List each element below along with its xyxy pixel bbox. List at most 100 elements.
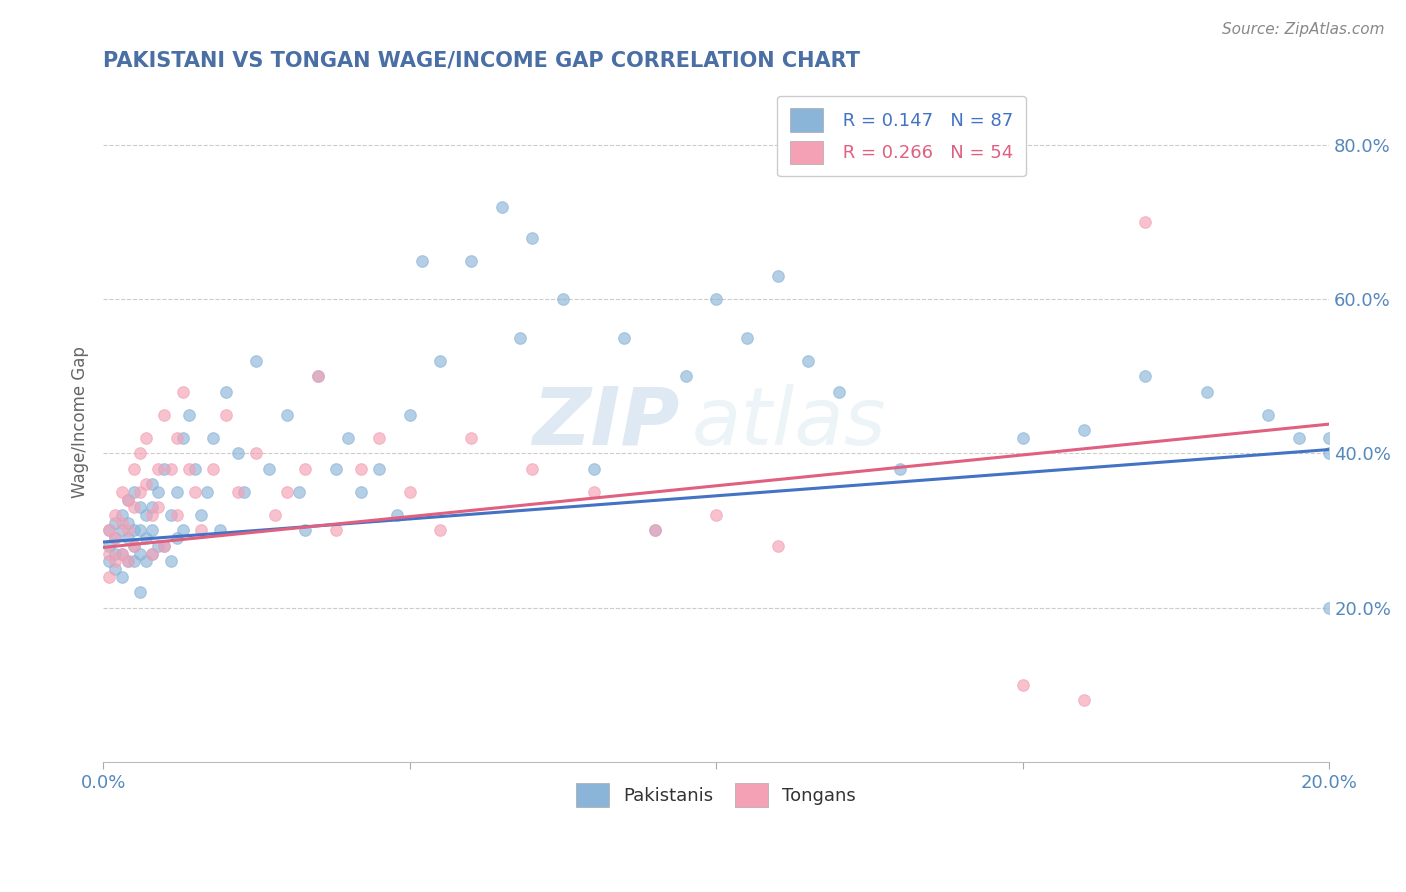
Point	[226, 446, 249, 460]
Point	[141, 547, 163, 561]
Point	[104, 516, 127, 530]
Point	[122, 539, 145, 553]
Point	[98, 524, 121, 538]
Point	[153, 462, 176, 476]
Point	[129, 500, 152, 515]
Point	[1011, 678, 1033, 692]
Point	[551, 292, 574, 306]
Point	[153, 408, 176, 422]
Point	[159, 508, 181, 522]
Point	[215, 384, 238, 399]
Point	[1011, 431, 1033, 445]
Point	[368, 431, 391, 445]
Point	[117, 524, 139, 538]
Point	[122, 462, 145, 476]
Point	[202, 431, 225, 445]
Point	[135, 477, 157, 491]
Point	[766, 539, 789, 553]
Point	[98, 570, 121, 584]
Point	[117, 492, 139, 507]
Point	[184, 485, 207, 500]
Point	[104, 562, 127, 576]
Point	[153, 539, 176, 553]
Point	[110, 516, 132, 530]
Point	[141, 508, 163, 522]
Point	[135, 554, 157, 568]
Point	[337, 431, 360, 445]
Point	[117, 531, 139, 545]
Point	[110, 485, 132, 500]
Point	[1073, 423, 1095, 437]
Point	[110, 570, 132, 584]
Point	[104, 531, 127, 545]
Point	[1317, 431, 1340, 445]
Text: atlas: atlas	[692, 384, 886, 461]
Point	[704, 508, 727, 522]
Point	[172, 431, 194, 445]
Point	[233, 485, 256, 500]
Point	[190, 508, 212, 522]
Point	[460, 253, 482, 268]
Point	[644, 524, 666, 538]
Point	[766, 269, 789, 284]
Point	[1257, 408, 1279, 422]
Point	[1135, 215, 1157, 229]
Point	[166, 531, 188, 545]
Point	[129, 585, 152, 599]
Point	[307, 369, 329, 384]
Point	[159, 554, 181, 568]
Point	[1317, 446, 1340, 460]
Point	[1073, 693, 1095, 707]
Point	[129, 524, 152, 538]
Point	[117, 492, 139, 507]
Point	[172, 524, 194, 538]
Text: ZIP: ZIP	[531, 384, 679, 461]
Point	[148, 485, 170, 500]
Point	[215, 408, 238, 422]
Point	[245, 446, 267, 460]
Point	[276, 485, 298, 500]
Point	[141, 547, 163, 561]
Point	[141, 500, 163, 515]
Point	[117, 554, 139, 568]
Point	[1317, 600, 1340, 615]
Point	[122, 485, 145, 500]
Point	[349, 462, 371, 476]
Point	[104, 531, 127, 545]
Point	[135, 531, 157, 545]
Point	[387, 508, 409, 522]
Point	[1288, 431, 1310, 445]
Point	[1195, 384, 1218, 399]
Point	[110, 547, 132, 561]
Point	[294, 524, 316, 538]
Point	[141, 477, 163, 491]
Point	[429, 354, 451, 368]
Text: PAKISTANI VS TONGAN WAGE/INCOME GAP CORRELATION CHART: PAKISTANI VS TONGAN WAGE/INCOME GAP CORR…	[103, 51, 860, 70]
Text: Source: ZipAtlas.com: Source: ZipAtlas.com	[1222, 22, 1385, 37]
Point	[349, 485, 371, 500]
Point	[195, 485, 218, 500]
Point	[828, 384, 851, 399]
Point	[148, 539, 170, 553]
Point	[122, 539, 145, 553]
Point	[226, 485, 249, 500]
Point	[104, 554, 127, 568]
Point	[735, 331, 758, 345]
Point	[889, 462, 911, 476]
Point	[288, 485, 311, 500]
Point	[325, 462, 347, 476]
Point	[172, 384, 194, 399]
Point	[177, 462, 200, 476]
Point	[166, 431, 188, 445]
Point	[460, 431, 482, 445]
Point	[98, 524, 121, 538]
Point	[148, 500, 170, 515]
Point	[110, 508, 132, 522]
Point	[257, 462, 280, 476]
Point	[491, 200, 513, 214]
Point	[245, 354, 267, 368]
Point	[429, 524, 451, 538]
Point	[522, 462, 544, 476]
Point	[177, 408, 200, 422]
Point	[613, 331, 636, 345]
